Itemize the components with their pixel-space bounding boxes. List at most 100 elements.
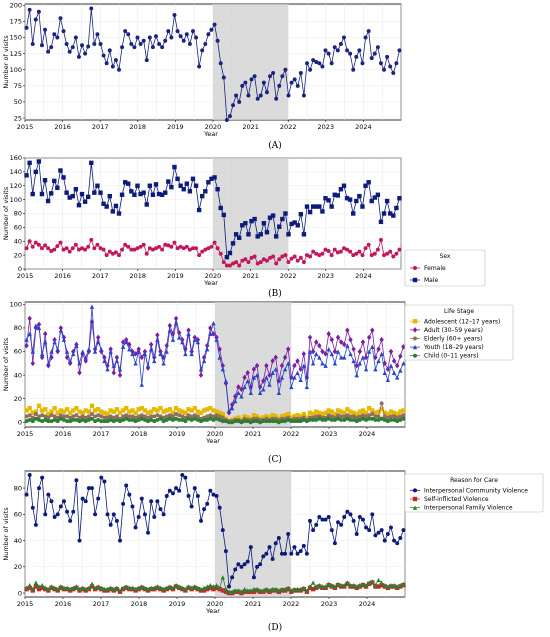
data-point [43,27,48,32]
data-point [307,334,313,341]
y-tick-label: 80 [14,484,22,492]
data-point [142,408,148,413]
data-point [251,575,256,580]
data-point [33,580,39,585]
data-point [189,408,194,413]
data-point [345,509,350,514]
data-point [257,588,263,593]
data-point [155,499,160,504]
data-point [186,584,191,589]
data-point [167,488,172,493]
data-point [363,367,369,372]
data-point [286,93,291,98]
data-point [169,244,174,249]
data-point [218,61,223,66]
data-point [124,339,129,345]
data-point [261,80,266,85]
data-point [254,362,260,369]
data-point [71,408,76,413]
data-point [147,35,152,40]
data-point [70,193,75,199]
data-point [379,580,384,585]
data-point [264,551,269,556]
data-point [212,22,217,27]
data-point [113,250,118,255]
data-point [351,346,356,352]
data-point [310,411,316,417]
data-point [348,414,353,419]
data-point [258,260,263,265]
data-point [155,584,160,589]
data-point [372,195,378,200]
data-point [146,419,151,424]
data-point [126,181,131,186]
data-point [58,16,63,21]
x-tick-label: 2023 [321,430,338,438]
data-point [317,204,322,209]
data-point [398,414,403,419]
data-point [161,419,166,424]
data-point [283,551,288,556]
data-point [73,242,78,247]
x-tick-label: 2016 [54,272,71,280]
data-point [159,192,165,197]
data-point [249,255,254,260]
data-point [211,321,216,326]
data-point [190,29,195,34]
data-point [172,12,177,17]
data-point [224,263,229,268]
data-point [142,351,148,357]
panel-b: 0 20 40 60 80 100 120 140 160 2015 2016 2017 2018 201… [2,154,486,299]
data-point [320,517,325,522]
data-point [308,254,313,259]
data-point [226,589,232,594]
data-point [366,242,371,247]
data-point [173,582,179,588]
data-point [139,405,145,411]
data-point [95,339,101,345]
data-point [370,327,375,334]
x-tick-label: 2015 [17,123,34,131]
data-point [240,258,245,263]
data-point [58,325,64,331]
legend-label: Interpersonal Family Violence [424,505,513,512]
data-point [220,575,225,580]
data-point [314,351,319,357]
data-point [33,17,38,22]
data-point [124,405,129,411]
data-point [385,584,391,589]
data-point [139,584,145,589]
data-point [314,339,319,345]
data-point [376,577,381,583]
data-point [99,414,104,419]
data-point [267,419,272,424]
data-point [335,334,341,341]
data-point [354,362,359,369]
data-point [286,417,291,422]
data-point [203,41,208,46]
data-point [397,196,402,201]
data-point [267,215,273,220]
data-point [279,551,284,556]
data-point [292,220,297,225]
data-point [323,410,328,416]
y-tick-label: 20 [14,251,22,259]
data-point [382,414,387,419]
data-point [351,582,356,588]
data-point [73,187,79,192]
data-point [114,414,119,419]
panel-c: 0 20 40 60 80 100 2015 2016 2017 2018 2019 2020 2021… [2,301,514,465]
data-point [261,415,266,420]
data-point [164,585,169,591]
data-point [80,246,84,251]
data-point [120,247,125,252]
data-point [76,54,81,59]
data-point [301,351,306,357]
data-point [83,415,88,420]
data-point [114,407,120,412]
data-point [398,417,403,422]
data-point [292,362,297,369]
data-point [283,253,288,258]
data-point [80,496,85,501]
data-point [304,204,310,209]
